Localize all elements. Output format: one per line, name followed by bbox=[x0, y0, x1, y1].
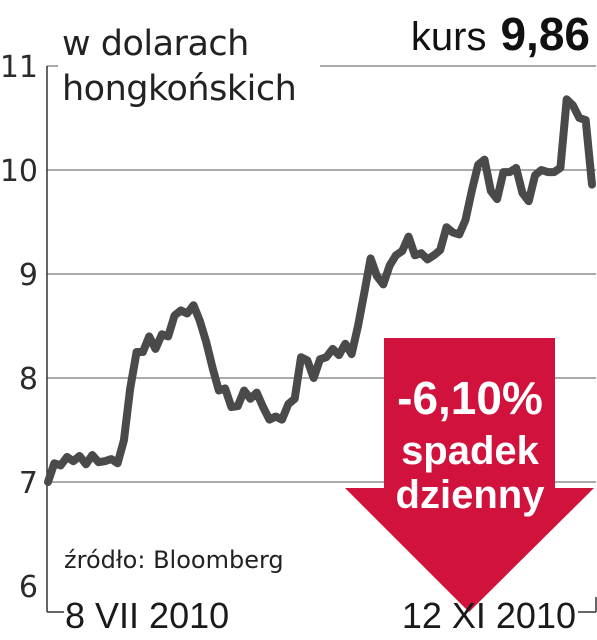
callout-change: -6,10% bbox=[397, 372, 543, 424]
y-tick-label-6: 6 bbox=[19, 570, 38, 605]
y-tick-labels: 6 7 8 9 10 11 bbox=[0, 50, 38, 605]
kurs-value: 9,86 bbox=[500, 8, 590, 60]
source-backdrop bbox=[60, 538, 332, 578]
daily-drop-callout: -6,10% spadek dzienny bbox=[345, 338, 594, 612]
kurs-readout: kurs 9,86 bbox=[411, 8, 590, 60]
y-tick-label-8: 8 bbox=[19, 362, 38, 397]
kurs-label: kurs bbox=[411, 15, 487, 59]
price-series-line bbox=[44, 95, 596, 486]
callout-line2: dzienny bbox=[396, 473, 546, 517]
y-tick-label-7: 7 bbox=[19, 466, 38, 501]
y-tick-label-9: 9 bbox=[19, 258, 38, 293]
unit-label-line2: hongkońskich bbox=[62, 69, 296, 109]
axes bbox=[46, 66, 597, 613]
source-label: źródło: Bloomberg bbox=[64, 546, 284, 574]
unit-label-line1: w dolarach bbox=[62, 24, 249, 64]
callout-line1: spadek bbox=[401, 429, 540, 473]
x-label-start: 8 VII 2010 bbox=[65, 595, 229, 636]
unit-label-backdrop bbox=[58, 20, 320, 112]
y-tick-label-11: 11 bbox=[0, 50, 38, 85]
y-tick-label-10: 10 bbox=[0, 154, 38, 189]
callout-arrow bbox=[345, 338, 594, 612]
kurs-backdrop bbox=[398, 8, 597, 60]
x-label-end: 12 XI 2010 bbox=[402, 595, 576, 636]
